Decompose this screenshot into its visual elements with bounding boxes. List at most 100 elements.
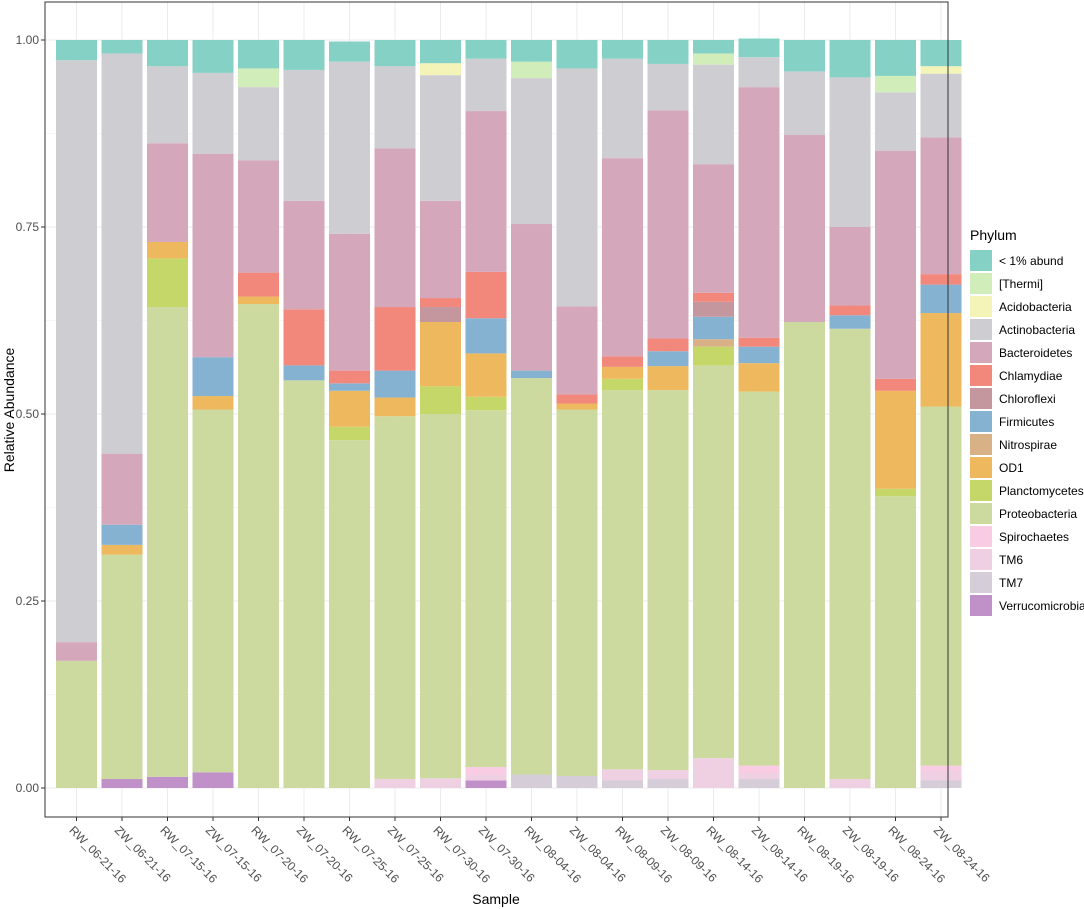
bar-segment [56, 642, 97, 661]
bar-stack [283, 40, 325, 788]
legend-label: Actinobacteria [999, 323, 1075, 337]
bar-segment [101, 453, 143, 525]
bar-segment [556, 409, 598, 777]
bar-segment [875, 496, 916, 788]
bar-segment [147, 307, 188, 777]
bar-segment [147, 40, 188, 67]
bar-stack [374, 40, 416, 788]
bar-segment [192, 409, 234, 773]
bar-segment [329, 233, 370, 371]
bar-segment [875, 75, 916, 93]
bar-segment [647, 770, 689, 780]
bar-segment [647, 110, 689, 339]
bar-segment [465, 271, 507, 319]
bar-segment [875, 488, 916, 497]
bar-segment [238, 68, 279, 88]
bar-segment [738, 391, 780, 766]
bar-segment [738, 346, 780, 364]
bar-segment [374, 40, 416, 67]
bar-segment [238, 304, 279, 788]
bar-segment [738, 773, 780, 780]
legend-label: Bacteroidetes [999, 346, 1072, 360]
bar-segment [511, 61, 552, 79]
bar-stack [192, 40, 234, 788]
bar-segment [738, 337, 780, 347]
bar-segment [829, 40, 871, 78]
bar-segment [192, 357, 234, 397]
bar-segment [920, 137, 962, 275]
bar-segment [511, 224, 552, 371]
bar-segment [511, 370, 552, 379]
bar-segment [829, 315, 871, 329]
bar-stack [238, 40, 279, 788]
bar-segment [829, 328, 871, 780]
bar-segment [465, 111, 507, 272]
legend-key [970, 457, 992, 478]
bar-segment [693, 53, 734, 65]
bar-segment [329, 426, 370, 441]
bar-stack [147, 40, 188, 788]
bar-segment [374, 779, 416, 788]
bar-segment [56, 40, 97, 61]
bar-segment [283, 40, 325, 70]
bar-segment [192, 772, 234, 788]
bar-segment [556, 403, 598, 410]
bar-segment [374, 66, 416, 149]
bar-segment [511, 378, 552, 775]
bar-segment [693, 365, 734, 759]
legend-label: Chlamydiae [999, 369, 1063, 383]
bar-segment [420, 386, 461, 414]
bar-segment [920, 66, 962, 74]
bar-segment [784, 71, 825, 135]
bar-segment [465, 774, 507, 781]
bar-segment [420, 75, 461, 201]
x-axis-title: Sample [472, 891, 520, 907]
bar-segment [465, 410, 507, 768]
bar-segment [875, 92, 916, 151]
bar-segment [647, 779, 689, 788]
bar-segment [192, 396, 234, 410]
bar-segment [738, 87, 780, 338]
bar-segment [693, 292, 734, 302]
legend-key [970, 595, 992, 616]
bar-segment [920, 406, 962, 766]
bar-segment [238, 272, 279, 297]
bar-segment [420, 40, 461, 64]
bar-segment [101, 524, 143, 545]
bar-segment [784, 321, 825, 788]
bar-segment [602, 40, 643, 59]
legend-label: Spirochaetes [999, 530, 1069, 544]
bar-segment [329, 370, 370, 384]
bar-segment [283, 200, 325, 310]
y-tick-label: 0.50 [16, 407, 40, 421]
bar-segment [283, 380, 325, 788]
bar-segment [329, 390, 370, 427]
bar-segment [693, 339, 734, 347]
bar-segment [511, 78, 552, 225]
bar-segment [511, 40, 552, 62]
x-axis-ticks: RW_06-21-16ZW_06-21-16RW_07-15-16ZW_07-1… [66, 817, 993, 886]
bar-segment [465, 353, 507, 397]
bar-segment [602, 390, 643, 770]
bar-segment [420, 298, 461, 308]
bar-segment [465, 40, 507, 59]
bar-segment [693, 164, 734, 293]
bar-segment [602, 158, 643, 357]
bar-stack [556, 40, 598, 788]
bar-segment [647, 366, 689, 391]
legend-key [970, 250, 992, 271]
legend-label: Nitrospirae [999, 438, 1057, 452]
legend-label: < 1% abund [999, 254, 1063, 268]
bar-segment [920, 313, 962, 407]
bar-segment [602, 780, 643, 788]
panel-border [44, 1, 949, 818]
bar-segment [465, 318, 507, 354]
y-tick-label: 0.00 [16, 781, 40, 795]
bar-segment [420, 200, 461, 299]
bar-segment [556, 776, 598, 788]
bar-segment [556, 394, 598, 404]
bar-segment [511, 774, 552, 788]
legend-key [970, 434, 992, 455]
bar-segment [101, 554, 143, 780]
bar-segment [738, 363, 780, 392]
